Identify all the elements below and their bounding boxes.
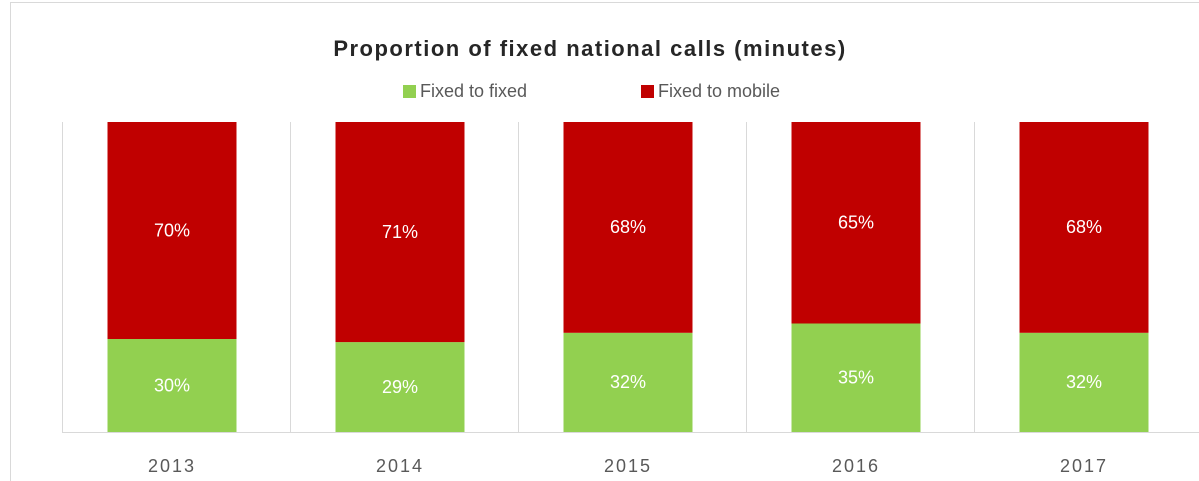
legend-label: Fixed to fixed (420, 81, 527, 101)
data-label: 70% (154, 220, 190, 240)
bar-segment (791, 122, 921, 324)
bar-segment (563, 122, 693, 333)
x-tick-label: 2013 (148, 456, 196, 476)
bar-segment (335, 342, 465, 432)
data-label: 35% (838, 368, 874, 388)
data-label: 68% (1066, 217, 1102, 237)
data-label: 32% (610, 372, 646, 392)
bar-segment (1019, 332, 1149, 432)
data-label: 30% (154, 375, 190, 395)
x-tick-label: 2016 (832, 456, 880, 476)
legend-label: Fixed to mobile (658, 81, 780, 101)
x-tick-label: 2015 (604, 456, 652, 476)
legend-swatch (641, 85, 654, 98)
bar-segment (335, 122, 465, 343)
bar-segment (107, 122, 237, 339)
data-label: 65% (838, 213, 874, 233)
data-label: 32% (1066, 372, 1102, 392)
bar-segment (107, 339, 237, 432)
chart-title: Proportion of fixed national calls (minu… (333, 36, 846, 61)
bar-segment (791, 323, 921, 432)
x-tick-label: 2014 (376, 456, 424, 476)
data-label: 68% (610, 217, 646, 237)
legend-swatch (403, 85, 416, 98)
bar-segment (563, 332, 693, 432)
x-tick-label: 2017 (1060, 456, 1108, 476)
bar-segment (1019, 122, 1149, 333)
data-label: 71% (382, 222, 418, 242)
data-label: 29% (382, 377, 418, 397)
